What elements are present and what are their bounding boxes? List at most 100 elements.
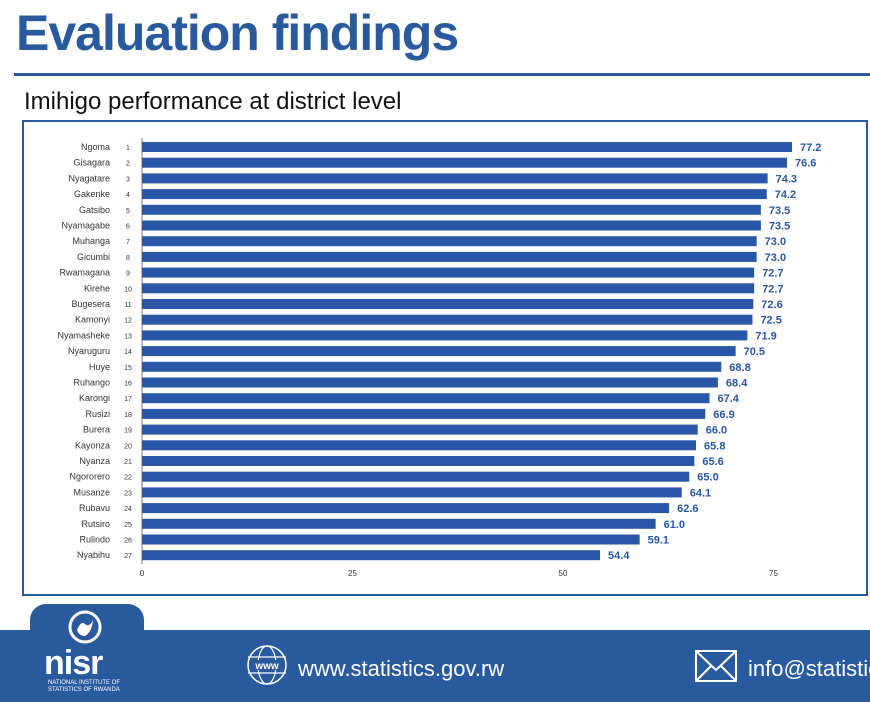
category-label: Muhanga <box>72 236 110 246</box>
category-label: Nyagatare <box>68 173 110 183</box>
value-label: 61.0 <box>664 519 685 531</box>
globe-icon <box>68 610 102 644</box>
category-label: Kamonyi <box>75 315 110 325</box>
chart-frame: Ngoma 1 77.2 Gisagara 2 76.6 Nyagatare 3 74.3 Gak… <box>22 120 868 596</box>
bar <box>142 314 753 325</box>
rank-label: 3 <box>126 176 130 183</box>
rank-label: 22 <box>124 475 132 482</box>
x-tick-label: 75 <box>769 569 778 578</box>
category-label: Nyamagabe <box>61 221 110 231</box>
rank-label: 13 <box>124 333 132 340</box>
value-label: 77.2 <box>800 142 821 154</box>
value-label: 64.1 <box>690 487 711 499</box>
value-label: 65.0 <box>697 472 718 484</box>
rank-label: 14 <box>124 349 132 356</box>
bar <box>142 487 682 498</box>
rank-label: 7 <box>126 239 130 246</box>
rank-label: 26 <box>124 538 132 545</box>
value-label: 73.5 <box>769 205 790 217</box>
category-label: Rutsiro <box>81 519 110 529</box>
value-label: 71.9 <box>755 330 776 342</box>
rank-label: 6 <box>126 224 130 231</box>
rank-label: 25 <box>124 522 132 529</box>
bar <box>142 299 754 309</box>
value-label: 66.0 <box>706 425 727 437</box>
bar <box>142 440 697 451</box>
category-label: Nyamasheke <box>57 330 110 340</box>
bar <box>142 503 670 514</box>
value-label: 54.4 <box>608 550 630 562</box>
category-label: Kirehe <box>84 283 110 293</box>
value-label: 68.8 <box>729 362 750 374</box>
value-label: 68.4 <box>726 378 748 390</box>
category-label: Kayonza <box>75 440 110 450</box>
value-label: 73.0 <box>765 252 786 264</box>
category-label: Ngoma <box>81 142 110 152</box>
value-label: 66.9 <box>713 409 734 421</box>
value-label: 72.5 <box>760 315 781 327</box>
logo: nisr <box>44 644 103 682</box>
category-label: Nyanza <box>79 456 110 466</box>
rank-label: 12 <box>124 318 132 325</box>
bar <box>142 173 768 184</box>
value-label: 73.5 <box>769 221 790 233</box>
bar <box>142 251 757 262</box>
value-label: 70.5 <box>744 346 765 358</box>
bar <box>142 220 761 231</box>
value-label: 62.6 <box>677 503 698 515</box>
category-label: Gatsibo <box>79 205 110 215</box>
rank-label: 11 <box>124 302 131 309</box>
bar <box>142 189 767 200</box>
bar <box>142 236 757 247</box>
value-label: 76.6 <box>795 158 816 170</box>
bar <box>142 157 787 168</box>
bar <box>142 471 690 482</box>
category-label: Rusizi <box>85 409 110 419</box>
value-label: 65.8 <box>704 440 725 452</box>
value-label: 72.6 <box>761 299 782 311</box>
category-label: Rwamagana <box>59 268 110 278</box>
bar <box>142 408 706 419</box>
rank-label: 9 <box>126 271 130 278</box>
category-label: Gisagara <box>73 158 110 168</box>
rank-label: 10 <box>124 286 132 293</box>
footer-bar <box>0 630 870 702</box>
rank-label: 16 <box>124 381 132 388</box>
rank-label: 4 <box>126 192 130 199</box>
category-label: Rubavu <box>79 503 110 513</box>
value-label: 74.3 <box>776 173 797 185</box>
rank-label: 18 <box>124 412 132 419</box>
category-label: Ruhango <box>73 378 110 388</box>
category-label: Ngororero <box>69 472 110 482</box>
x-tick-label: 50 <box>559 569 568 578</box>
website-link[interactable]: www.statistics.gov.rw <box>298 656 505 681</box>
bar <box>142 330 748 341</box>
www-icon-label: www <box>254 661 279 672</box>
x-tick-label: 25 <box>348 569 357 578</box>
bar <box>142 361 722 372</box>
category-label: Burera <box>83 425 110 435</box>
logo-subtitle: National Institute of Statistics of Rwan… <box>48 680 121 693</box>
title-divider <box>14 73 870 76</box>
rank-label: 24 <box>124 506 132 513</box>
value-label: 73.0 <box>765 236 786 248</box>
bar-chart: Ngoma 1 77.2 Gisagara 2 76.6 Nyagatare 3 74.3 Gak… <box>57 138 821 578</box>
bar <box>142 267 755 278</box>
value-label: 72.7 <box>762 268 783 280</box>
value-label: 72.7 <box>762 283 783 295</box>
rank-label: 15 <box>124 365 132 372</box>
email-link[interactable]: info@statistic <box>748 656 870 681</box>
rank-label: 8 <box>126 255 130 262</box>
rank-label: 19 <box>124 428 132 435</box>
category-label: Bugesera <box>71 299 110 309</box>
www-globe-icon: www <box>247 645 287 685</box>
category-label: Gakenke <box>74 189 110 199</box>
slide-title: Evaluation findings <box>16 5 459 61</box>
category-label: Huye <box>89 362 110 372</box>
category-label: Nyabihu <box>77 550 110 560</box>
rank-label: 1 <box>126 145 130 152</box>
bar <box>142 346 736 357</box>
bar <box>142 142 793 152</box>
rank-label: 5 <box>126 208 130 215</box>
bar <box>142 424 698 435</box>
